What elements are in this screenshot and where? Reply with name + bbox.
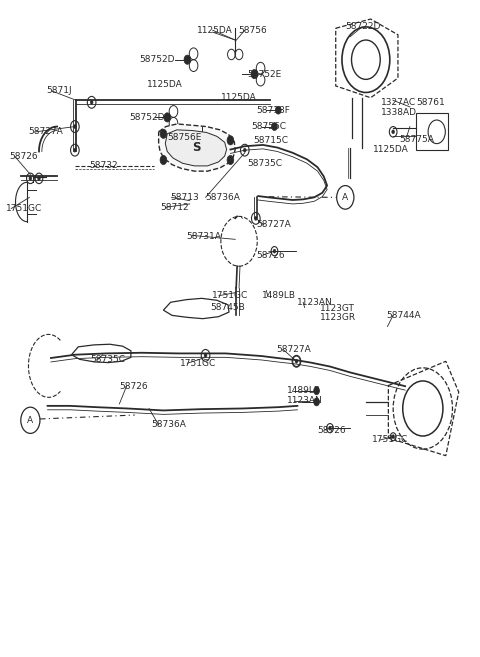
Circle shape (295, 359, 298, 363)
Text: 1327AC: 1327AC (381, 98, 416, 107)
Text: 58752E: 58752E (247, 70, 281, 79)
Text: 58761: 58761 (416, 98, 445, 107)
Text: 58722D: 58722D (345, 22, 381, 32)
Circle shape (276, 106, 281, 114)
Text: 58735C: 58735C (247, 159, 282, 168)
Circle shape (37, 176, 40, 180)
Circle shape (90, 101, 93, 104)
Text: 58752D: 58752D (129, 113, 165, 122)
Circle shape (243, 148, 246, 152)
Circle shape (71, 145, 79, 156)
Circle shape (29, 176, 32, 180)
Text: 58731A: 58731A (186, 232, 221, 241)
Text: 1125DA: 1125DA (147, 80, 182, 89)
Text: 58745B: 58745B (210, 303, 245, 312)
Circle shape (390, 433, 396, 441)
Polygon shape (158, 124, 235, 171)
Circle shape (252, 212, 260, 224)
Text: 1751GC: 1751GC (6, 204, 43, 213)
Circle shape (251, 70, 258, 79)
Circle shape (184, 55, 191, 64)
Text: 58713: 58713 (170, 193, 199, 202)
Circle shape (204, 353, 207, 357)
Circle shape (201, 350, 210, 361)
Text: 58712: 58712 (160, 203, 189, 212)
Text: A: A (342, 193, 348, 202)
Text: 1489LB: 1489LB (287, 386, 321, 396)
Circle shape (160, 156, 167, 165)
Text: 58744A: 58744A (386, 311, 420, 320)
Circle shape (272, 123, 277, 131)
Text: 58756C: 58756C (252, 122, 287, 131)
Circle shape (392, 130, 395, 134)
Circle shape (73, 148, 76, 152)
Circle shape (389, 127, 397, 137)
Text: 1338AD: 1338AD (381, 108, 417, 117)
Circle shape (26, 173, 34, 183)
Text: 58727A: 58727A (257, 220, 291, 229)
Circle shape (227, 136, 234, 145)
Text: 58726: 58726 (257, 250, 286, 260)
Circle shape (295, 359, 298, 363)
Text: 58732: 58732 (89, 162, 118, 170)
Text: 1123GR: 1123GR (321, 313, 357, 322)
Circle shape (240, 145, 249, 156)
Text: 1489LB: 1489LB (262, 291, 296, 300)
Text: 58736A: 58736A (205, 193, 240, 202)
Circle shape (273, 249, 276, 253)
Text: 58756: 58756 (239, 26, 267, 35)
Circle shape (326, 424, 333, 433)
Circle shape (328, 426, 331, 430)
Circle shape (35, 173, 43, 183)
Text: 1751GC: 1751GC (372, 436, 408, 444)
Text: 58736A: 58736A (152, 420, 186, 430)
Text: 58718F: 58718F (257, 106, 290, 115)
Text: 58775A: 58775A (399, 135, 434, 144)
Text: 58756E: 58756E (167, 133, 202, 141)
Circle shape (292, 355, 301, 367)
Text: 58752D: 58752D (140, 55, 175, 64)
Text: 1125DA: 1125DA (197, 26, 233, 35)
Text: 1125DA: 1125DA (373, 145, 409, 154)
Circle shape (71, 121, 79, 133)
Circle shape (164, 113, 170, 122)
Polygon shape (165, 130, 227, 166)
Circle shape (227, 156, 234, 165)
Text: 1125DA: 1125DA (221, 93, 257, 102)
Text: 1751GC: 1751GC (212, 291, 249, 300)
Text: 5871J: 5871J (46, 86, 72, 95)
Text: S: S (192, 141, 200, 154)
Text: 58726: 58726 (9, 152, 38, 161)
Text: 58726: 58726 (120, 382, 148, 391)
Circle shape (314, 387, 320, 395)
Text: 58727A: 58727A (28, 127, 63, 136)
Text: 1751GC: 1751GC (180, 359, 216, 368)
Text: 58727A: 58727A (276, 345, 311, 354)
Circle shape (73, 125, 76, 129)
Circle shape (254, 216, 257, 220)
Text: 1123GT: 1123GT (321, 304, 355, 313)
Circle shape (87, 97, 96, 108)
Circle shape (392, 435, 395, 439)
Circle shape (293, 356, 300, 367)
Text: 1123AN: 1123AN (297, 298, 332, 307)
Text: 1123AN: 1123AN (287, 396, 323, 405)
Text: 58726: 58726 (318, 426, 346, 435)
Text: 58735C: 58735C (91, 355, 126, 365)
Circle shape (314, 398, 320, 406)
Text: A: A (27, 416, 34, 425)
Circle shape (160, 129, 167, 139)
Circle shape (271, 246, 278, 256)
Text: 58715C: 58715C (253, 136, 288, 145)
